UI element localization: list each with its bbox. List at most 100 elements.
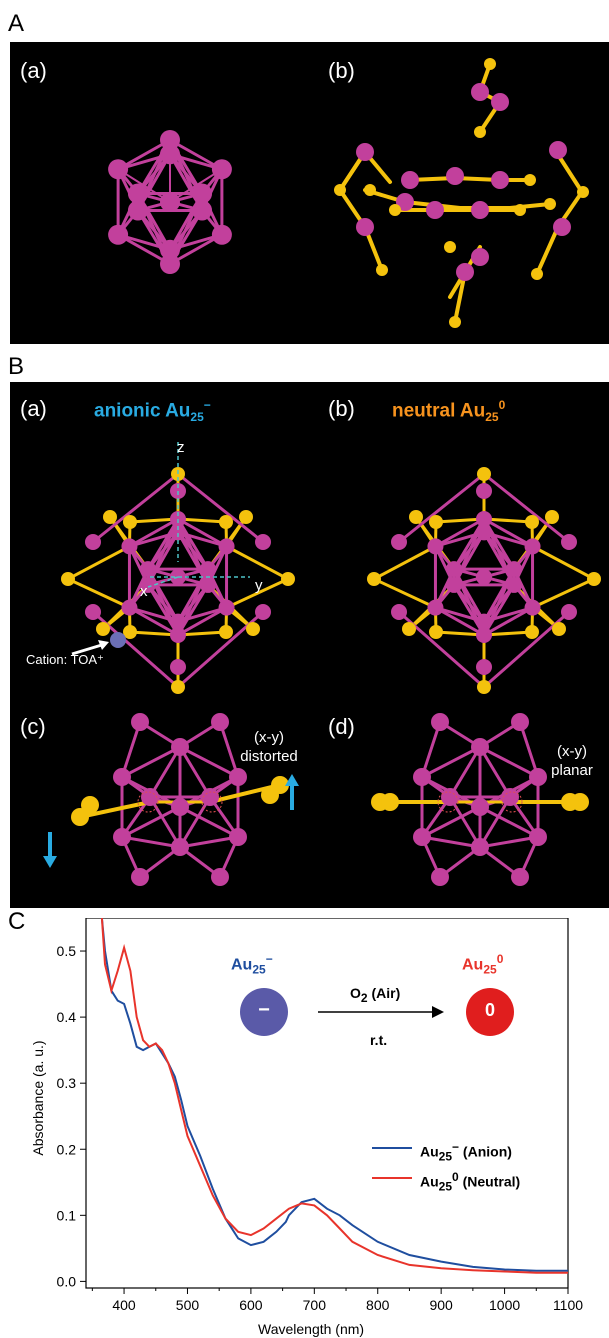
au-atom (113, 768, 131, 786)
bond (176, 530, 229, 548)
au-atom (391, 534, 407, 550)
au-atom (113, 828, 131, 846)
s-atom (484, 58, 496, 70)
series-line-1 (100, 918, 568, 1274)
reaction-arrow-head (432, 1006, 444, 1018)
bond (531, 544, 596, 581)
legend-neutral-label: Au250 (Neutral) (420, 1170, 521, 1194)
legend-anion-label: Au25− (Anion) (420, 1140, 512, 1164)
bond (372, 544, 437, 581)
inset-arrow-bottom-label: r.t. (370, 1032, 388, 1048)
bond (397, 472, 486, 544)
au-atom (396, 193, 414, 211)
panel-b: (a) (b) (c) (d) anionic Au25− neutral Au… (10, 382, 609, 908)
au-atom (524, 538, 541, 555)
staple-motifs (334, 58, 589, 328)
bond (120, 745, 182, 779)
au-atom (200, 561, 217, 578)
bond (176, 606, 229, 624)
au-atom (445, 561, 462, 578)
au-atom (476, 524, 492, 541)
au-atom (211, 224, 232, 245)
bond (148, 795, 182, 849)
au-atom (549, 141, 567, 159)
bond (478, 835, 540, 849)
panel-b-letter: B (8, 353, 25, 380)
au-atom (553, 218, 571, 236)
au-atom (211, 159, 232, 180)
inset-anion-symbol: − (258, 999, 270, 1021)
s-atom (123, 515, 137, 529)
au-atom (391, 604, 407, 620)
bond (127, 517, 180, 548)
bond (91, 472, 180, 544)
au-atom (192, 183, 213, 204)
s-atom (477, 680, 491, 694)
au-atom (431, 713, 449, 731)
au-atom (131, 713, 149, 731)
bond (448, 745, 482, 799)
bond (146, 567, 180, 624)
au-atom (476, 511, 492, 527)
s-atom (219, 515, 233, 529)
au-atom (471, 798, 489, 816)
s-atom (402, 622, 416, 636)
up-arrow-head (285, 774, 299, 786)
au-atom (218, 538, 235, 555)
s-atom (71, 808, 89, 826)
bond (128, 517, 180, 524)
au-atom (192, 200, 213, 221)
au-atom (127, 200, 148, 221)
down-arrow-head (43, 856, 57, 868)
au-atom (471, 248, 489, 266)
axis-x-label: x (140, 583, 148, 600)
s-atom (444, 241, 456, 253)
au-atom (471, 83, 489, 101)
bond (176, 517, 228, 524)
cation-label: Cation: TOA⁺ (26, 652, 104, 667)
s-atom (449, 316, 461, 328)
s-atom (61, 572, 75, 586)
bond (148, 745, 182, 799)
au-atom (121, 599, 138, 616)
x-tick-label: 800 (366, 1297, 390, 1313)
s-atom (103, 510, 117, 524)
au-atom (160, 239, 180, 260)
x-tick-label: 400 (112, 1297, 136, 1313)
absorbance-chart: 400 500 600 700 800 900 1000 1100 0.0 0.1 0.2 0.3 0.… (57, 918, 583, 1313)
au-atom (171, 738, 189, 756)
panel-a-sub-a: (a) (20, 58, 47, 83)
bond (178, 745, 212, 799)
bond (420, 805, 482, 839)
au-atom (431, 868, 449, 886)
au-atom (170, 627, 186, 643)
au-atom (445, 576, 462, 593)
bond (178, 835, 240, 849)
panel-b-sub-c: (c) (20, 714, 46, 739)
axis-z-label: z (177, 439, 185, 456)
bond (178, 795, 212, 849)
neutral-ball (466, 988, 514, 1036)
bond (482, 630, 534, 637)
bond (127, 530, 180, 548)
bond (176, 517, 229, 548)
au-atom (160, 130, 180, 150)
x-tick-label: 500 (176, 1297, 200, 1313)
s-atom (514, 204, 526, 216)
panel-b-structures (43, 442, 601, 886)
x-tick-label: 1000 (489, 1297, 520, 1313)
au-atom (170, 613, 186, 630)
au-atom (108, 159, 129, 180)
bond (518, 720, 540, 779)
au-atom (561, 604, 577, 620)
panel-a-sub-b: (b) (328, 58, 355, 83)
au-atom (121, 538, 138, 555)
s-atom (409, 510, 423, 524)
au-atom (529, 768, 547, 786)
cation-arrow (71, 642, 106, 656)
bond (482, 517, 535, 548)
au-atom (171, 798, 189, 816)
s-atom (544, 198, 556, 210)
au-atom (561, 534, 577, 550)
au-atom (529, 828, 547, 846)
